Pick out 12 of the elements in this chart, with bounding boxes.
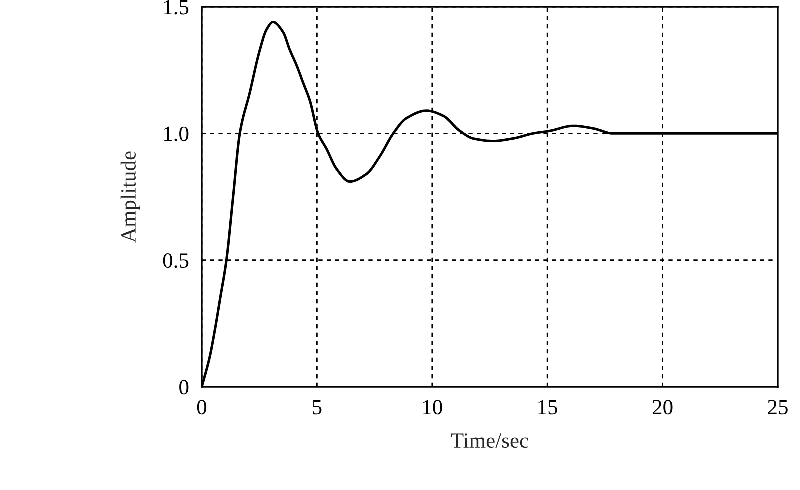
x-tick-label: 25 xyxy=(768,400,788,415)
x-tick-label: 0 xyxy=(197,400,207,415)
x-tick-label: 10 xyxy=(424,400,442,415)
y-tick-label: 0 xyxy=(180,380,189,395)
y-tick-label: 1.5 xyxy=(164,0,189,15)
x-tick-label: 20 xyxy=(652,400,673,415)
y-axis-title: Amplitude xyxy=(120,152,140,243)
y-tick-label: 1.0 xyxy=(164,126,189,142)
x-tick-label: 15 xyxy=(538,400,558,415)
y-tick-label: 0.5 xyxy=(163,253,189,268)
x-axis-title: Time/sec xyxy=(451,434,528,448)
x-tick-label: 5 xyxy=(313,400,322,415)
